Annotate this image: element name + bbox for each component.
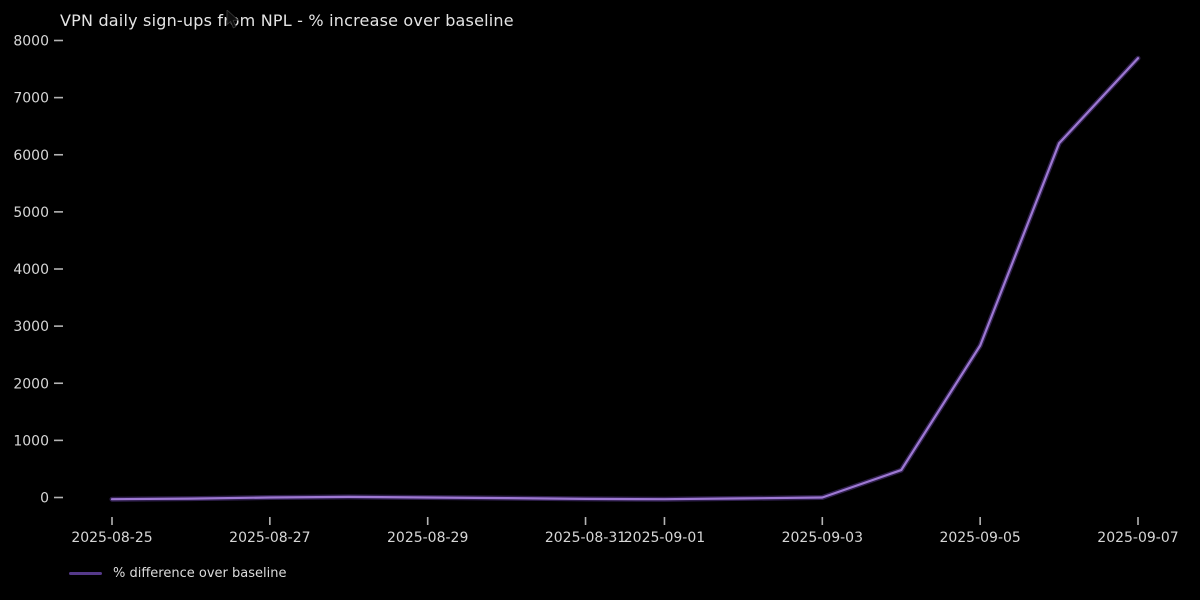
legend: % difference over baseline [69,566,286,581]
y-tick-label: 4000 [13,262,49,278]
legend-line-swatch [69,572,102,575]
y-tick-label: 0 [40,491,49,507]
y-tick-label: 5000 [13,205,49,221]
y-tick-label: 3000 [13,319,49,335]
chart-title: VPN daily sign-ups from NPL - % increase… [60,11,514,30]
x-tick-label: 2025-08-27 [229,530,310,546]
y-tick-label: 8000 [13,34,49,50]
series-line-glow [109,55,1141,502]
x-tick-label: 2025-09-01 [624,530,705,546]
y-tick-label: 6000 [13,148,49,164]
x-tick-label: 2025-08-29 [387,530,468,546]
x-tick-label: 2025-09-05 [939,530,1020,546]
x-tick-label: 2025-09-07 [1097,530,1178,546]
y-tick-label: 2000 [13,376,49,392]
y-tick-label: 1000 [13,433,49,449]
x-tick-label: 2025-09-03 [782,530,863,546]
x-tick-label: 2025-08-31 [545,530,626,546]
y-tick-label: 7000 [13,91,49,107]
legend-label: % difference over baseline [113,566,287,581]
series-line [110,57,1140,501]
x-tick-label: 2025-08-25 [71,530,152,546]
